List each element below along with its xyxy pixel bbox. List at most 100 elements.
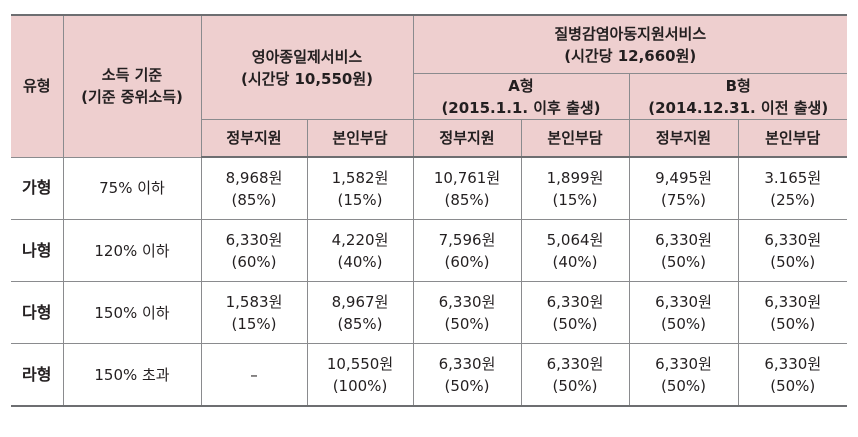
row-type: 가형 bbox=[11, 156, 64, 220]
table-row: 나형 120% 이하 6,330원 (60%) 4,220원 (40%) 7,596… bbox=[11, 219, 847, 282]
cell-percent: (25%) bbox=[770, 190, 816, 209]
header-service-sick-child-line1: 질병감염아동지원서비스 bbox=[554, 24, 707, 43]
cell-percent: (40%) bbox=[552, 252, 598, 271]
cell-percent: (85%) bbox=[337, 314, 383, 333]
header-service-infant-line1: 영아종일제서비스 bbox=[251, 47, 363, 66]
table-cell: 8,967원 (85%) bbox=[306, 281, 414, 344]
table-cell: 6,330원 (50%) bbox=[412, 281, 522, 344]
subheader-self-pay: 본인부담 bbox=[306, 119, 414, 158]
subheader-gov-support: 정부지원 bbox=[412, 119, 522, 158]
header-type-b: B형 (2014.12.31. 이전 출생) bbox=[628, 73, 847, 120]
cell-amount: – bbox=[250, 365, 258, 384]
cell-amount: 5,064원 bbox=[546, 230, 604, 249]
table-cell: 6,330원 (50%) bbox=[737, 343, 847, 407]
table-cell: 6,330원 (50%) bbox=[520, 281, 630, 344]
cell-amount: 10,550원 bbox=[326, 354, 394, 373]
table-cell: 4,220원 (40%) bbox=[306, 219, 414, 282]
table-cell: 10,761원 (85%) bbox=[412, 156, 522, 220]
header-service-sick-child-line2: (시간당 12,660원) bbox=[564, 46, 697, 65]
table-cell: 6,330원 (50%) bbox=[628, 219, 739, 282]
table-cell: 6,330원 (50%) bbox=[737, 219, 847, 282]
table-cell: 1,582원 (15%) bbox=[306, 156, 414, 220]
row-income: 120% 이하 bbox=[62, 219, 202, 282]
table-cell: 6,330원 (50%) bbox=[628, 281, 739, 344]
table-cell: 1,583원 (15%) bbox=[200, 281, 308, 344]
table-cell: 1,899원 (15%) bbox=[520, 156, 630, 220]
cell-amount: 3.165원 bbox=[764, 168, 822, 187]
row-type: 라형 bbox=[11, 343, 64, 407]
header-type-b-line1: B형 bbox=[725, 76, 751, 95]
cell-percent: (100%) bbox=[332, 376, 388, 395]
cell-amount: 7,596원 bbox=[438, 230, 496, 249]
table-row: 다형 150% 이하 1,583원 (15%) 8,967원 (85%) 6,330… bbox=[11, 281, 847, 344]
row-income: 75% 이하 bbox=[62, 156, 202, 220]
cell-amount: 6,330원 bbox=[764, 230, 822, 249]
support-fee-table: 유형 소득 기준 (기준 중위소득) 영아종일제서비스 (시간당 10,550원… bbox=[11, 14, 847, 407]
cell-percent: (85%) bbox=[444, 190, 490, 209]
header-income-line1: 소득 기준 bbox=[101, 66, 163, 85]
subheader-self-pay: 본인부담 bbox=[520, 119, 630, 158]
table-row: 라형 150% 초과 – 10,550원 (100%) 6,330원 (50%) 6… bbox=[11, 343, 847, 407]
cell-percent: (60%) bbox=[444, 252, 490, 271]
cell-amount: 6,330원 bbox=[438, 292, 496, 311]
cell-amount: 6,330원 bbox=[655, 354, 712, 373]
cell-amount: 9,495원 bbox=[655, 168, 712, 187]
cell-percent: (50%) bbox=[660, 314, 707, 333]
cell-amount: 1,582원 bbox=[331, 168, 389, 187]
header-income: 소득 기준 (기준 중위소득) bbox=[62, 14, 202, 158]
cell-percent: (85%) bbox=[231, 190, 277, 209]
cell-amount: 6,330원 bbox=[546, 292, 604, 311]
cell-amount: 6,330원 bbox=[546, 354, 604, 373]
table-cell: 10,550원 (100%) bbox=[306, 343, 414, 407]
cell-amount: 6,330원 bbox=[764, 354, 822, 373]
cell-percent: (75%) bbox=[660, 190, 707, 209]
cell-percent: (60%) bbox=[231, 252, 277, 271]
cell-percent: (40%) bbox=[337, 252, 383, 271]
cell-amount: 6,330원 bbox=[655, 230, 712, 249]
subheader-self-pay: 본인부담 bbox=[737, 119, 847, 158]
cell-percent: (15%) bbox=[337, 190, 383, 209]
cell-percent: (50%) bbox=[660, 376, 707, 395]
row-income: 150% 이하 bbox=[62, 281, 202, 344]
cell-percent: (50%) bbox=[770, 252, 816, 271]
cell-amount: 4,220원 bbox=[331, 230, 389, 249]
cell-amount: 6,330원 bbox=[438, 354, 496, 373]
cell-amount: 1,899원 bbox=[546, 168, 604, 187]
subheader-gov-support: 정부지원 bbox=[628, 119, 739, 158]
header-income-line2: (기준 중위소득) bbox=[81, 88, 183, 107]
cell-percent: (50%) bbox=[444, 314, 490, 333]
table-cell: 6,330원 (50%) bbox=[520, 343, 630, 407]
cell-amount: 8,967원 bbox=[331, 292, 389, 311]
header-type-a-line1: A형 bbox=[508, 76, 534, 95]
cell-percent: (50%) bbox=[770, 314, 816, 333]
header-type-a-line2: (2015.1.1. 이후 출생) bbox=[441, 98, 601, 117]
table-cell: 6,330원 (50%) bbox=[737, 281, 847, 344]
row-type: 다형 bbox=[11, 281, 64, 344]
cell-percent: (50%) bbox=[660, 252, 707, 271]
table-cell: 6,330원 (50%) bbox=[628, 343, 739, 407]
table-cell: – bbox=[200, 343, 308, 407]
subheader-gov-support: 정부지원 bbox=[201, 119, 308, 158]
cell-percent: (50%) bbox=[444, 376, 490, 395]
row-type: 나형 bbox=[11, 219, 64, 282]
header-type: 유형 bbox=[11, 14, 64, 158]
header-service-infant: 영아종일제서비스 (시간당 10,550원) bbox=[200, 14, 414, 120]
table-cell: 7,596원 (60%) bbox=[412, 219, 522, 282]
cell-amount: 1,583원 bbox=[225, 292, 283, 311]
cell-percent: (50%) bbox=[552, 314, 598, 333]
table-cell: 6,330원 (50%) bbox=[412, 343, 522, 407]
table-cell: 8,968원 (85%) bbox=[200, 156, 308, 220]
header-type-b-line2: (2014.12.31. 이전 출생) bbox=[648, 98, 829, 117]
table-cell: 9,495원 (75%) bbox=[628, 156, 739, 220]
table-cell: 6,330원 (60%) bbox=[200, 219, 308, 282]
cell-percent: (50%) bbox=[552, 376, 598, 395]
header-service-infant-line2: (시간당 10,550원) bbox=[240, 69, 374, 88]
header-type-a: A형 (2015.1.1. 이후 출생) bbox=[413, 73, 630, 120]
cell-amount: 6,330원 bbox=[655, 292, 712, 311]
table-cell: 5,064원 (40%) bbox=[520, 219, 630, 282]
cell-amount: 6,330원 bbox=[225, 230, 283, 249]
cell-amount: 8,968원 bbox=[225, 168, 283, 187]
support-table-container: 유형 소득 기준 (기준 중위소득) 영아종일제서비스 (시간당 10,550원… bbox=[11, 14, 847, 407]
cell-amount: 10,761원 bbox=[433, 168, 501, 187]
cell-percent: (50%) bbox=[770, 376, 816, 395]
